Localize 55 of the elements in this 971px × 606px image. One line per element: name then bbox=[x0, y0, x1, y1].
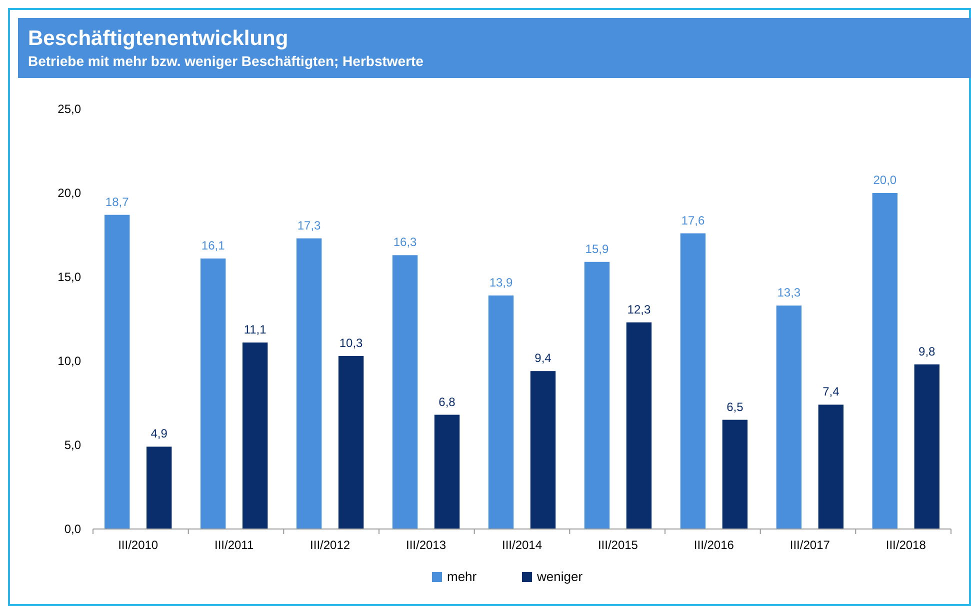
x-tick-label: III/2016 bbox=[694, 538, 734, 552]
data-label: 13,9 bbox=[489, 275, 514, 290]
x-tick-label: III/2013 bbox=[406, 538, 446, 552]
bar bbox=[200, 258, 226, 529]
bar bbox=[530, 371, 556, 529]
x-tick-label: III/2018 bbox=[886, 538, 926, 552]
data-label: 6,8 bbox=[438, 394, 456, 409]
y-tick-label: 15,0 bbox=[58, 270, 82, 284]
bar bbox=[872, 193, 898, 529]
y-tick-label: 20,0 bbox=[58, 186, 82, 200]
bar bbox=[914, 364, 940, 529]
bar bbox=[680, 233, 706, 529]
data-label: 9,8 bbox=[918, 344, 936, 358]
y-tick-label: 10,0 bbox=[58, 354, 82, 368]
data-label: 15,9 bbox=[585, 242, 609, 256]
y-tick-label: 0,0 bbox=[64, 522, 82, 536]
bar bbox=[296, 238, 322, 529]
x-tick-label: III/2011 bbox=[214, 538, 254, 552]
bar bbox=[584, 262, 610, 529]
bar bbox=[776, 306, 802, 529]
data-label: 9,4 bbox=[534, 351, 552, 366]
bar bbox=[392, 255, 418, 529]
bar bbox=[434, 414, 460, 529]
bar bbox=[104, 214, 130, 529]
chart-subtitle: Betriebe mit mehr bzw. weniger Beschäftigten; Herbstwerte bbox=[28, 53, 424, 69]
data-label: 20,0 bbox=[873, 173, 897, 187]
data-label: 16,3 bbox=[393, 235, 418, 250]
data-label: 4,9 bbox=[150, 426, 168, 441]
chart-title: Beschäftigtenentwicklung bbox=[28, 27, 288, 50]
data-label: 6,5 bbox=[726, 400, 744, 414]
data-label: 10,3 bbox=[339, 336, 364, 350]
bar bbox=[242, 342, 268, 529]
bar bbox=[818, 404, 844, 529]
x-tick-label: III/2010 bbox=[118, 538, 158, 552]
data-label: 17,3 bbox=[297, 218, 322, 232]
data-label: 18,7 bbox=[105, 194, 130, 209]
x-tick-label: III/2014 bbox=[502, 538, 542, 552]
legend-label: mehr bbox=[447, 569, 478, 584]
data-label: 17,6 bbox=[681, 213, 705, 228]
x-tick-label: III/2012 bbox=[310, 538, 350, 552]
data-label: 16,1 bbox=[201, 238, 226, 253]
x-tick-label: III/2017 bbox=[790, 538, 830, 552]
bar bbox=[338, 356, 364, 529]
bar bbox=[146, 446, 172, 529]
x-tick-label: III/2015 bbox=[598, 538, 638, 552]
bar bbox=[626, 322, 652, 529]
data-label: 7,4 bbox=[822, 384, 840, 399]
data-label: 13,3 bbox=[777, 286, 801, 300]
bar bbox=[722, 420, 748, 529]
y-tick-label: 5,0 bbox=[64, 438, 82, 452]
data-label: 11,1 bbox=[244, 322, 267, 337]
data-label: 12,3 bbox=[627, 302, 651, 316]
legend-label: weniger bbox=[536, 569, 584, 584]
y-tick-label: 25,0 bbox=[58, 102, 82, 116]
bar bbox=[488, 295, 514, 529]
